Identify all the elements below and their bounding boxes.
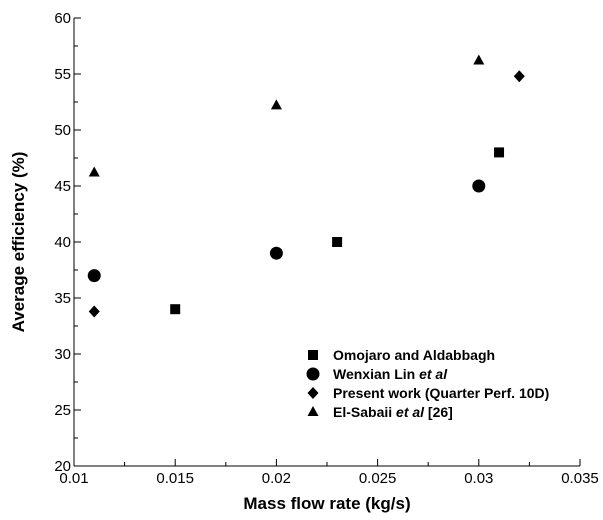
- square-data-point: [494, 147, 505, 158]
- y-tick-label: 20: [54, 458, 71, 475]
- y-tick-label: 60: [54, 10, 71, 27]
- legend-square-icon: [308, 350, 318, 360]
- diamond-data-point: [88, 305, 100, 318]
- x-tick-label: 0.01: [59, 470, 88, 487]
- circle-data-point: [269, 246, 283, 260]
- y-axis-label: Average efficiency (%): [9, 152, 28, 333]
- ticks: 0.01 0.015 0.02 0.025 0.03 0.035 20 25 30 35 40 45 5…: [54, 10, 598, 487]
- diamond-data-point: [513, 70, 525, 83]
- y-tick-label: 35: [54, 290, 71, 307]
- y-tick-label: 40: [54, 234, 71, 251]
- square-data-point: [170, 304, 181, 315]
- x-tick-label: 0.03: [464, 470, 493, 487]
- y-tick-label: 55: [54, 66, 71, 83]
- y-tick-label: 50: [54, 122, 71, 139]
- triangle-data-point: [88, 166, 100, 177]
- triangle-data-point: [473, 54, 485, 65]
- circle-data-point: [87, 269, 101, 283]
- x-tick-label: 0.015: [156, 470, 194, 487]
- legend-diamond-icon: [307, 387, 319, 399]
- y-tick-label: 25: [54, 402, 71, 419]
- square-data-point: [332, 237, 343, 247]
- legend-entry-label: Present work (Quarter Perf. 10D): [333, 385, 549, 401]
- circle-data-point: [472, 179, 486, 193]
- data-points: [87, 54, 525, 318]
- y-tick-label: 45: [54, 178, 71, 195]
- legend: Omojaro and Aldabbagh Wenxian Lin et al Pr…: [306, 347, 549, 420]
- legend-entry-label: Wenxian Lin et al: [333, 366, 448, 382]
- legend-entry-label: Omojaro and Aldabbagh: [333, 347, 495, 363]
- x-tick-label: 0.035: [561, 470, 599, 487]
- x-tick-label: 0.02: [262, 470, 291, 487]
- x-axis-label: Mass flow rate (kg/s): [243, 494, 410, 513]
- triangle-data-point: [270, 99, 282, 110]
- legend-circle-icon: [306, 367, 320, 381]
- legend-triangle-icon: [307, 406, 319, 416]
- x-tick-label: 0.025: [359, 470, 397, 487]
- y-tick-label: 30: [54, 346, 71, 363]
- legend-entry-label: El-Sabaii et al [26]: [333, 404, 453, 420]
